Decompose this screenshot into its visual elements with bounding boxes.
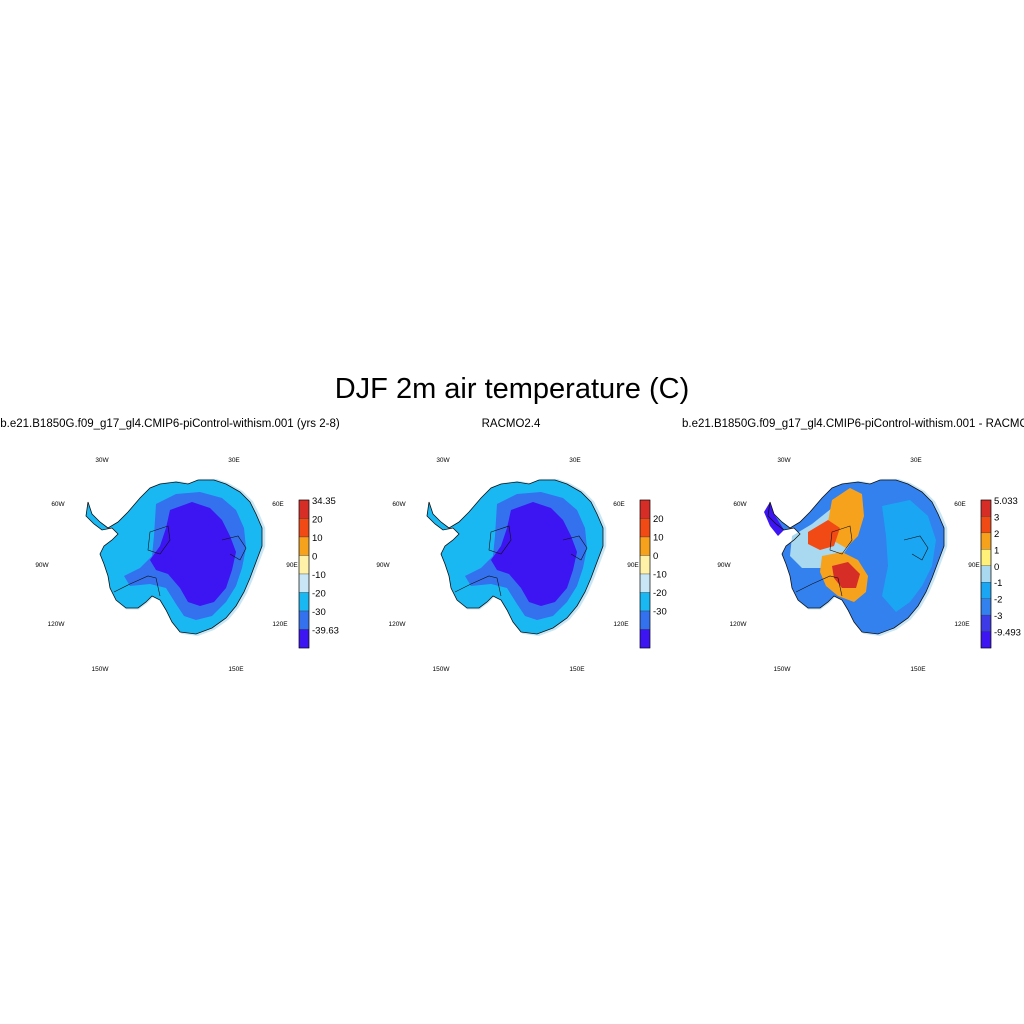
colorbar-label: 20 xyxy=(653,514,664,525)
lon-label-120w: 120W xyxy=(389,621,407,628)
colorbar-swatch xyxy=(980,631,992,649)
zone-diff-minus-9 xyxy=(764,502,784,536)
colorbar-swatch xyxy=(980,614,992,632)
colorbar-label: -20 xyxy=(312,589,326,600)
colorbar-swatch xyxy=(980,598,992,616)
lon-label-30w: 30W xyxy=(436,457,450,464)
colorbar-swatch xyxy=(980,516,992,534)
colorbar-label: 1 xyxy=(994,545,999,556)
colorbar-label: -10 xyxy=(312,570,326,581)
coastline xyxy=(426,479,604,635)
lon-label-30e: 30E xyxy=(569,457,581,464)
colorbar-label: -20 xyxy=(653,588,667,599)
lon-label-30e: 30E xyxy=(228,457,240,464)
lon-label-120e: 120E xyxy=(613,621,629,628)
colorbar-swatch xyxy=(639,499,651,519)
ice-shelf-front xyxy=(113,525,247,597)
lon-label-150w: 150W xyxy=(774,666,792,673)
colorbar-swatch xyxy=(298,499,310,519)
colorbar-swatch xyxy=(980,532,992,550)
colorbar-swatch xyxy=(980,499,992,517)
colorbar-swatch xyxy=(980,565,992,583)
colorbar-label: -39.63 xyxy=(312,626,339,637)
colorbar-label: 10 xyxy=(653,533,664,544)
panel-model: b.e21.B1850G.f09_g17_gl4.CMIP6-piControl… xyxy=(0,418,340,678)
ice-shelf-front xyxy=(795,525,929,597)
lon-label-120e: 120E xyxy=(272,621,288,628)
colorbar-swatch xyxy=(298,592,310,612)
colorbar-swatch xyxy=(639,629,651,649)
lon-label-150w: 150W xyxy=(92,666,110,673)
colorbar-swatch xyxy=(298,536,310,556)
panel-title: b.e21.B1850G.f09_g17_gl4.CMIP6-piControl… xyxy=(682,418,1024,430)
colorbar-label: 5.033 xyxy=(994,496,1018,507)
coastline xyxy=(85,479,263,635)
colorbar-swatch xyxy=(639,592,651,612)
lon-label-60e: 60E xyxy=(954,501,966,508)
lon-label-120w: 120W xyxy=(730,621,748,628)
colorbar-label: -10 xyxy=(653,570,667,581)
zone-minus-39 xyxy=(491,502,577,606)
lon-label-150e: 150E xyxy=(910,666,926,673)
colorbar-swatch xyxy=(298,573,310,593)
lon-label-120e: 120E xyxy=(954,621,970,628)
colorbar-label: 3 xyxy=(994,512,999,523)
colorbar-label: 34.35 xyxy=(312,496,336,507)
lon-label-90w: 90W xyxy=(35,562,49,569)
lon-label-60w: 60W xyxy=(51,501,65,508)
lon-label-30w: 30W xyxy=(95,457,109,464)
colorbar-label: -2 xyxy=(994,595,1002,606)
figure-title: DJF 2m air temperature (C) xyxy=(334,373,690,405)
polar-map: 30W30E60W60E90W90E120W120E150W150E1805.0… xyxy=(717,457,1021,673)
colorbar-label: 20 xyxy=(312,515,323,526)
colorbar-swatch xyxy=(639,610,651,630)
colorbar-label: 10 xyxy=(312,533,323,544)
coastline xyxy=(767,479,945,635)
colorbar-swatch xyxy=(639,518,651,538)
lon-label-150e: 150E xyxy=(569,666,585,673)
colorbar-swatch xyxy=(980,549,992,566)
lon-label-60w: 60W xyxy=(733,501,747,508)
lon-label-90e: 90E xyxy=(968,562,980,569)
lon-label-120w: 120W xyxy=(48,621,66,628)
colorbar-label: 2 xyxy=(994,529,999,540)
colorbar-label: 0 xyxy=(312,552,317,563)
lon-label-60e: 60E xyxy=(613,501,625,508)
zone-diff-3 xyxy=(808,520,840,550)
colorbar-label: -30 xyxy=(312,607,326,618)
colorbar-swatch xyxy=(298,610,310,630)
colorbar-label: -9.493 xyxy=(994,628,1021,639)
panel-racmo: RACMO2.4 30W 30E 60W 60E 90W 90E 120W 120E 150W 1… xyxy=(341,418,681,678)
colorbar-label: 0 xyxy=(653,551,658,562)
lon-label-150w: 150W xyxy=(433,666,451,673)
colorbar-label: -3 xyxy=(994,611,1002,622)
lon-label-90e: 90E xyxy=(286,562,298,569)
panel-title: RACMO2.4 xyxy=(481,418,541,430)
lon-label-90w: 90W xyxy=(376,562,390,569)
polar-map: 30W30E60W60E90W90E120W120E150W150E180201… xyxy=(376,457,667,673)
ice-shelf-front xyxy=(454,525,588,597)
zone-diff-minus-1 xyxy=(882,500,936,612)
colorbar-label: 0 xyxy=(994,562,999,573)
lon-label-90w: 90W xyxy=(717,562,731,569)
lon-label-90e: 90E xyxy=(627,562,639,569)
colorbar-swatch xyxy=(639,555,651,575)
colorbar-swatch xyxy=(298,555,310,575)
lon-label-150e: 150E xyxy=(228,666,244,673)
polar-map: 30W30E60W60E90W90E120W120E150W150E18034.… xyxy=(35,457,339,673)
colorbar-swatch xyxy=(980,582,992,599)
lon-label-30e: 30E xyxy=(910,457,922,464)
panel-title: b.e21.B1850G.f09_g17_gl4.CMIP6-piControl… xyxy=(0,418,340,430)
lon-label-30w: 30W xyxy=(777,457,791,464)
colorbar-swatch xyxy=(639,573,651,593)
lon-label-60w: 60W xyxy=(392,501,406,508)
colorbar-swatch xyxy=(298,518,310,538)
lon-label-60e: 60E xyxy=(272,501,284,508)
colorbar-label: -30 xyxy=(653,607,667,618)
panel-difference: b.e21.B1850G.f09_g17_gl4.CMIP6-piControl… xyxy=(682,418,1024,678)
colorbar-label: -1 xyxy=(994,578,1002,589)
zone-minus-39 xyxy=(150,502,236,606)
colorbar-swatch xyxy=(298,629,310,649)
colorbar-swatch xyxy=(639,536,651,556)
